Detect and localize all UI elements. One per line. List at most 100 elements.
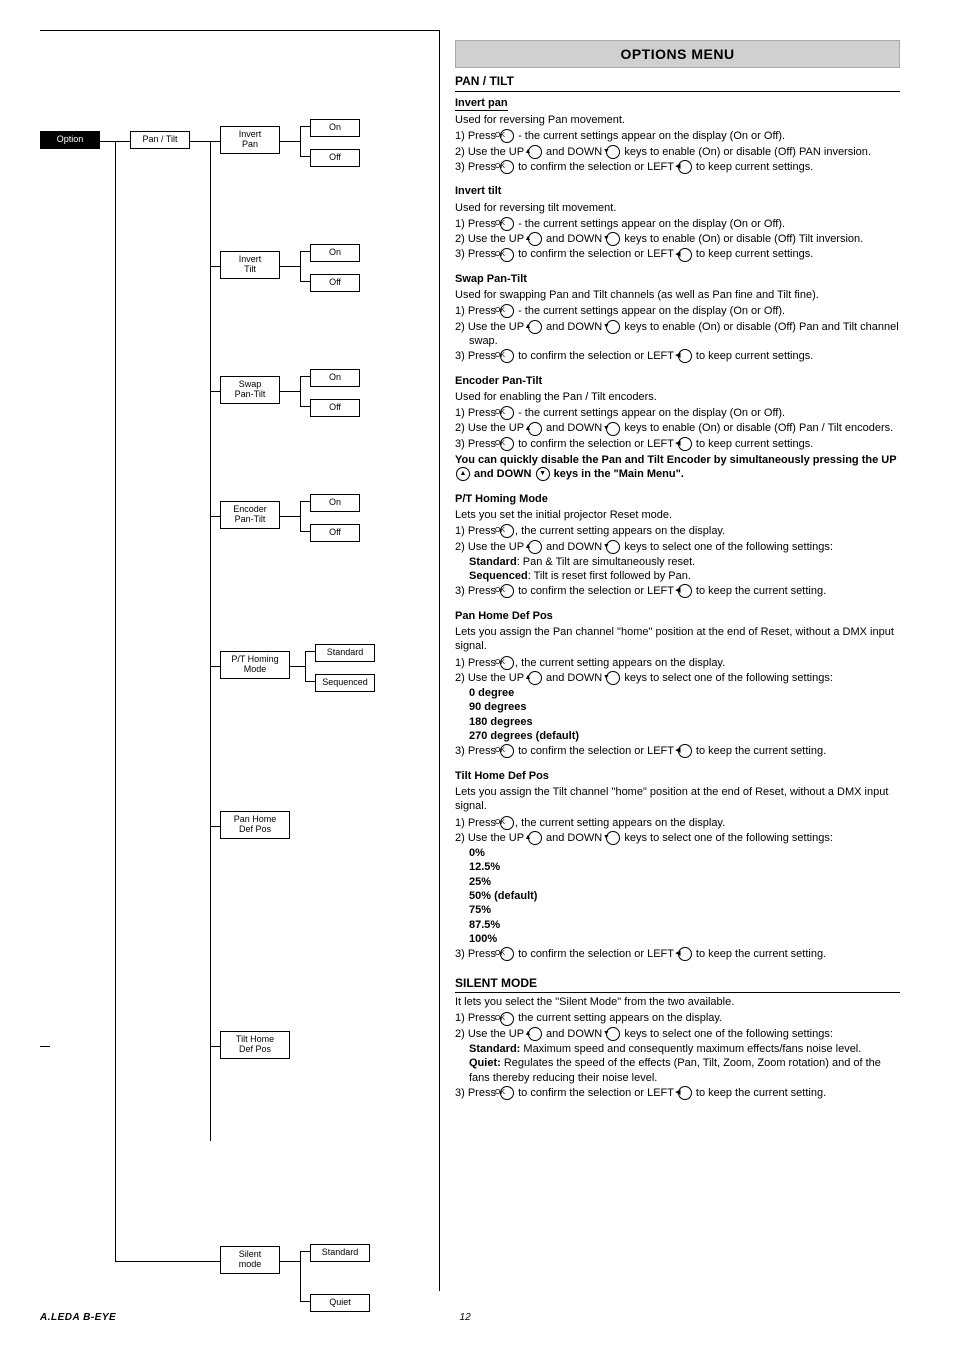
up-icon: ▲ (528, 1027, 542, 1041)
down-icon: ▼ (536, 467, 550, 481)
up-icon: ▲ (528, 145, 542, 159)
step: 1) Press OK the current setting appears … (455, 1011, 900, 1025)
ok-icon: OK (500, 217, 514, 231)
step: 1) Press OK - the current settings appea… (455, 217, 900, 231)
left-icon: ◀ (678, 1086, 692, 1100)
desc-tilt-home: Lets you assign the Tilt channel "home" … (455, 785, 900, 814)
down-icon: ▼ (606, 671, 620, 685)
step: 1) Press OK, the current setting appears… (455, 656, 900, 670)
up-icon: ▲ (528, 540, 542, 554)
node-pantilt: Pan / Tilt (130, 131, 190, 149)
desc-encoder: Used for enabling the Pan / Tilt encoder… (455, 390, 900, 404)
ok-icon: OK (500, 816, 514, 830)
node-option: Option (40, 131, 100, 149)
desc-swap: Used for swapping Pan and Tilt channels … (455, 288, 900, 302)
up-icon: ▲ (528, 320, 542, 334)
opt: 50% (default) (455, 889, 900, 903)
node-encoder: Encoder Pan-Tilt (220, 501, 280, 529)
section-pan-tilt: PAN / TILT (455, 74, 900, 92)
step: 3) Press OK to confirm the selection or … (455, 1086, 900, 1100)
product-name: A.LEDA B-EYE (40, 1311, 116, 1324)
step: 2) Use the UP ▲ and DOWN ▼ keys to selec… (455, 1027, 900, 1041)
down-icon: ▼ (606, 145, 620, 159)
step: 3) Press OK to confirm the selection or … (455, 947, 900, 961)
header-bar: OPTIONS MENU (455, 40, 900, 68)
up-icon: ▲ (528, 671, 542, 685)
ok-icon: OK (500, 524, 514, 538)
step: 1) Press OK - the current settings appea… (455, 406, 900, 420)
ok-icon: OK (500, 947, 514, 961)
ok-icon: OK (500, 129, 514, 143)
node-quiet: Quiet (310, 1294, 370, 1312)
step: 2) Use the UP ▲ and DOWN ▼ keys to enabl… (455, 320, 900, 349)
ok-icon: OK (500, 1086, 514, 1100)
ok-icon: OK (500, 437, 514, 451)
step: 2) Use the UP ▲ and DOWN ▼ keys to enabl… (455, 145, 900, 159)
left-icon: ◀ (678, 584, 692, 598)
title-homing: P/T Homing Mode (455, 492, 900, 506)
opt: 75% (455, 903, 900, 917)
node-on-1: On (310, 119, 360, 137)
node-silent: Silent mode (220, 1246, 280, 1274)
title-encoder: Encoder Pan-Tilt (455, 374, 900, 388)
desc-invert-tilt: Used for reversing tilt movement. (455, 201, 900, 215)
page-number: 12 (460, 1311, 471, 1324)
ok-icon: OK (500, 248, 514, 262)
step: 1) Press OK, the current setting appears… (455, 816, 900, 830)
menu-tree-diagram: Option Pan / Tilt Invert Pan On Off Inve… (40, 30, 440, 1291)
step: 3) Press OK to confirm the selection or … (455, 160, 900, 174)
opt: 100% (455, 932, 900, 946)
step: 3) Press OK to confirm the selection or … (455, 437, 900, 451)
option-standard: Standard: Pan & Tilt are simultaneously … (455, 555, 900, 569)
opt: 0% (455, 846, 900, 860)
step: 1) Press OK - the current settings appea… (455, 304, 900, 318)
down-icon: ▼ (606, 422, 620, 436)
node-on-2: On (310, 244, 360, 262)
desc-silent: It lets you select the "Silent Mode" fro… (455, 995, 900, 1009)
up-icon: ▲ (528, 422, 542, 436)
node-sequenced: Sequenced (315, 674, 375, 692)
node-standard-2: Standard (310, 1244, 370, 1262)
node-off-3: Off (310, 399, 360, 417)
step: 3) Press OK to confirm the selection or … (455, 744, 900, 758)
option-sequenced: Sequenced: Tilt is reset first followed … (455, 569, 900, 583)
ok-icon: OK (500, 160, 514, 174)
left-icon: ◀ (678, 349, 692, 363)
opt: 25% (455, 875, 900, 889)
title-invert-tilt: Invert tilt (455, 184, 900, 198)
node-on-3: On (310, 369, 360, 387)
title-invert-pan: Invert pan (455, 96, 508, 111)
down-icon: ▼ (606, 232, 620, 246)
ok-icon: OK (500, 304, 514, 318)
node-off-4: Off (310, 524, 360, 542)
ok-icon: OK (500, 1012, 514, 1026)
ok-icon: OK (500, 744, 514, 758)
left-icon: ◀ (678, 744, 692, 758)
left-icon: ◀ (678, 437, 692, 451)
opt: 87.5% (455, 918, 900, 932)
node-off-1: Off (310, 149, 360, 167)
desc-invert-pan: Used for reversing Pan movement. (455, 113, 900, 127)
step: 1) Press OK, the current setting appears… (455, 524, 900, 538)
opt: 270 degrees (default) (455, 729, 900, 743)
step: 3) Press OK to confirm the selection or … (455, 584, 900, 598)
step: 3) Press OK to confirm the selection or … (455, 349, 900, 363)
desc-homing: Lets you set the initial projector Reset… (455, 508, 900, 522)
opt-quiet: Quiet: Regulates the speed of the effect… (455, 1056, 900, 1085)
opt: 90 degrees (455, 700, 900, 714)
node-invert-tilt: Invert Tilt (220, 251, 280, 279)
opt: 0 degree (455, 686, 900, 700)
step: 3) Press OK to confirm the selection or … (455, 247, 900, 261)
left-icon: ◀ (678, 160, 692, 174)
ok-icon: OK (500, 656, 514, 670)
step: 2) Use the UP ▲ and DOWN ▼ keys to selec… (455, 671, 900, 685)
encoder-note: You can quickly disable the Pan and Tilt… (455, 453, 900, 482)
up-icon: ▲ (528, 831, 542, 845)
step: 2) Use the UP ▲ and DOWN ▼ keys to enabl… (455, 421, 900, 435)
opt: 180 degrees (455, 715, 900, 729)
page-footer: A.LEDA B-EYE 12 (40, 1311, 914, 1324)
opt-standard: Standard: Maximum speed and consequently… (455, 1042, 900, 1056)
node-standard-1: Standard (315, 644, 375, 662)
title-tilt-home: Tilt Home Def Pos (455, 769, 900, 783)
up-icon: ▲ (528, 232, 542, 246)
